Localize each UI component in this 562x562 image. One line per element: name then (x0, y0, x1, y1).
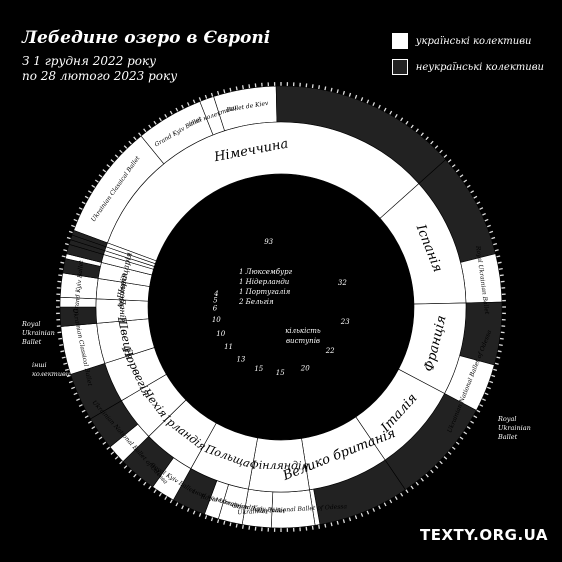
country-count: 6 (213, 304, 218, 312)
center-label-line1: кількість (285, 327, 321, 335)
small-country-label: 1 Португалія (239, 288, 291, 296)
country-count: 11 (224, 343, 233, 351)
small-country-label: 2 Бельгія (238, 298, 274, 306)
country-label-австрія: Австрія (116, 273, 129, 310)
country-count: 13 (236, 355, 245, 363)
country-label-данія: Данія (118, 297, 128, 323)
chart-subtitle: З 1 грудня 2022 року по 28 лютого 2023 р… (22, 54, 222, 84)
legend: українські колективи неукраїнські колект… (391, 33, 544, 85)
legend-swatch-ukrainian (391, 33, 408, 49)
small-country-label: 1 Люксембург (239, 268, 293, 276)
legend-swatch-non-ukrainian (391, 59, 408, 75)
legend-label-ukrainian: українські колективи (415, 35, 532, 47)
outside-label: колективи (32, 370, 70, 378)
country-count: 22 (325, 347, 335, 355)
center-circle (206, 232, 356, 382)
country-arc-люксембург (105, 242, 157, 265)
outside-label: Ballet (497, 433, 518, 441)
inner-ring (95, 121, 467, 493)
country-count: 93 (264, 238, 273, 246)
outer-ring (56, 82, 506, 532)
country-count: 20 (300, 364, 310, 372)
outside-label: Royal (21, 320, 40, 328)
country-count: 15 (276, 369, 285, 377)
country-count: 5 (213, 296, 218, 304)
outside-label: інші (32, 361, 47, 369)
country-count: 4 (213, 290, 218, 298)
country-count: 32 (338, 279, 347, 287)
subtitle-line-1: З 1 грудня 2022 року (22, 54, 157, 68)
small-country-label: 1 Нідерланди (239, 278, 290, 286)
country-label-фінляндія: Фінляндія (250, 459, 309, 473)
country-count: 15 (254, 365, 263, 373)
country-count: 10 (216, 330, 225, 338)
outside-label: Ballet (21, 338, 42, 346)
outside-label: Ukrainian (498, 424, 531, 432)
legend-item-ukrainian: українські колективи (391, 33, 544, 49)
brand-logo-text: TEXTY.ORG.UA (420, 526, 548, 544)
chart-title: Лебедине озеро в Європі (22, 28, 271, 48)
center-disc: кількість виступів 1 Люксембург 1 Нідерланд… (206, 232, 356, 382)
outside-label: Royal (497, 415, 516, 423)
country-count: 23 (340, 318, 350, 326)
outside-label: Ukrainian (22, 329, 55, 337)
country-arc-німеччина (107, 121, 420, 262)
legend-label-non-ukrainian: неукраїнські колективи (415, 61, 544, 73)
center-label-line2: виступів (286, 337, 320, 345)
legend-item-non-ukrainian: неукраїнські колективи (391, 59, 544, 75)
subtitle-line-2: по 28 лютого 2023 року (22, 69, 178, 83)
country-count: 10 (212, 316, 221, 324)
